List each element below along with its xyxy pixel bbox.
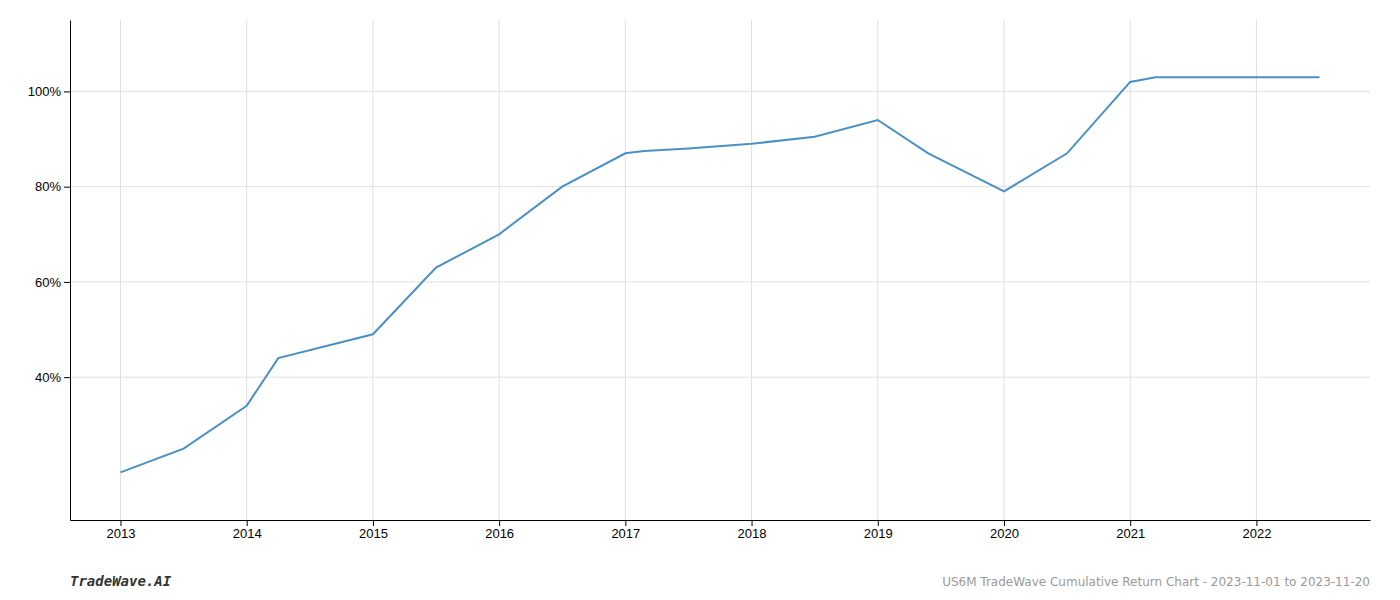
x-tick: 2019 <box>864 520 893 541</box>
chart: 2013 2014 2015 2016 2017 2018 2019 2020 2021 2022… <box>0 0 1400 600</box>
x-tick-mark <box>625 520 626 526</box>
x-tick-mark <box>373 520 374 526</box>
y-tick-mark <box>64 377 70 378</box>
grid-line-x <box>1256 20 1257 520</box>
marks <box>120 77 1319 472</box>
x-tick-mark <box>878 520 879 526</box>
y-tick: 40% <box>35 370 70 385</box>
x-tick-label: 2016 <box>485 526 514 541</box>
x-tick-label: 2020 <box>990 526 1019 541</box>
x-tick-label: 2019 <box>864 526 893 541</box>
x-tick: 2021 <box>1116 520 1145 541</box>
x-tick-mark <box>752 520 753 526</box>
x-tick: 2015 <box>359 520 388 541</box>
line <box>120 77 1319 472</box>
x-tick-label: 2017 <box>611 526 640 541</box>
plot-area: 2013 2014 2015 2016 2017 2018 2019 2020 2021 2022… <box>28 20 1371 541</box>
x-tick-mark <box>120 520 121 526</box>
y-tick-label: 40% <box>35 370 61 385</box>
grid-line-x <box>1003 20 1004 520</box>
x-tick: 2018 <box>738 520 767 541</box>
y-tick-label: 60% <box>35 275 61 290</box>
x-tick-mark <box>1130 520 1131 526</box>
grid-line-x <box>372 20 373 520</box>
footer-right: US6M TradeWave Cumulative Return Chart -… <box>942 575 1370 589</box>
x-tick-mark <box>1004 520 1005 526</box>
x-tick-label: 2022 <box>1242 526 1271 541</box>
grid-line-x <box>120 20 121 520</box>
x-tick: 2020 <box>990 520 1019 541</box>
grid-line-x <box>751 20 752 520</box>
x-tick-mark <box>247 520 248 526</box>
grid-line-y <box>70 186 1370 187</box>
grid-line-y <box>70 91 1370 92</box>
footer-left: TradeWave.AI <box>70 573 172 589</box>
x-tick: 2014 <box>233 520 262 541</box>
y-tick-mark <box>64 282 70 283</box>
x-tick: 2022 <box>1242 520 1271 541</box>
y-tick: 60% <box>35 275 70 290</box>
y-axis: 40% 60% 80% 100% <box>28 21 71 521</box>
x-tick-mark <box>1256 520 1257 526</box>
x-tick-label: 2013 <box>107 526 136 541</box>
x-tick: 2017 <box>611 520 640 541</box>
x-axis-line <box>71 520 1371 521</box>
y-tick-label: 100% <box>28 84 62 99</box>
x-axis: 2013 2014 2015 2016 2017 2018 2019 2020 2021 2022 <box>71 520 1371 541</box>
grid-line-x <box>625 20 626 520</box>
y-tick: 100% <box>28 84 70 99</box>
x-tick-label: 2021 <box>1116 526 1145 541</box>
x-tick-label: 2018 <box>738 526 767 541</box>
x-tick-label: 2014 <box>233 526 262 541</box>
grid-line-x <box>877 20 878 520</box>
y-tick-label: 80% <box>35 179 61 194</box>
x-tick: 2013 <box>107 520 136 541</box>
grid <box>70 20 1370 520</box>
x-tick: 2016 <box>485 520 514 541</box>
x-tick-mark <box>499 520 500 526</box>
y-tick-mark <box>64 187 70 188</box>
x-tick-label: 2015 <box>359 526 388 541</box>
y-tick-mark <box>64 91 70 92</box>
y-tick: 80% <box>35 179 70 194</box>
grid-line-x <box>499 20 500 520</box>
grid-line-x <box>246 20 247 520</box>
y-axis-line <box>70 21 71 521</box>
grid-line-y <box>70 281 1370 282</box>
grid-line-x <box>1130 20 1131 520</box>
